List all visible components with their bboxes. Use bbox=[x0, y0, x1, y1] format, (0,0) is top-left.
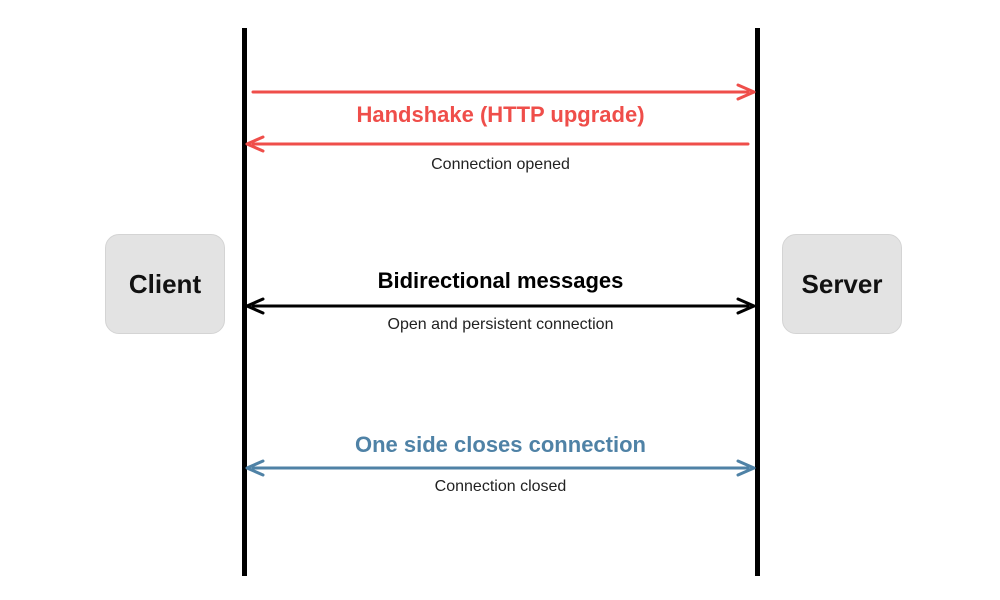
handshake-title: Handshake (HTTP upgrade) bbox=[251, 102, 751, 128]
close-subtitle: Connection closed bbox=[251, 478, 751, 496]
arrows-layer bbox=[0, 0, 1000, 600]
handshake-subtitle: Connection opened bbox=[251, 156, 751, 174]
bidirectional-title: Bidirectional messages bbox=[251, 268, 751, 294]
bidirectional-subtitle: Open and persistent connection bbox=[251, 316, 751, 334]
sequence-diagram: Client Server Handshake (HTTP upgrade) C… bbox=[0, 0, 1000, 600]
close-title: One side closes connection bbox=[251, 432, 751, 458]
